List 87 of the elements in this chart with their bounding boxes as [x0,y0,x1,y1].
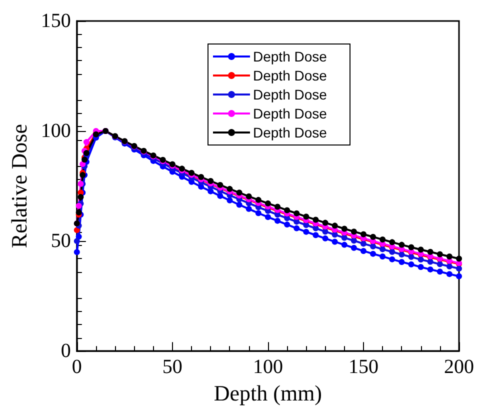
point [255,196,262,203]
point [436,261,443,268]
point [418,256,424,263]
point [312,232,319,238]
point [436,268,443,275]
point [332,238,338,245]
point [389,239,396,246]
point [389,256,396,262]
y-tick-label: 50 [50,230,71,252]
point [236,190,242,196]
legend-label: Depth Dose [253,124,328,140]
x-tick-label: 50 [162,356,182,378]
point [226,186,233,192]
point [74,238,80,244]
point [284,222,290,228]
point [341,234,348,241]
point [274,218,281,224]
point [322,220,328,226]
legend-label: Depth Dose [253,48,328,64]
point [398,258,405,265]
point [332,232,338,238]
point [341,242,348,248]
point [418,264,424,270]
point [255,210,262,216]
legend-label: Depth Dose [253,106,328,122]
point [408,254,414,260]
point [446,263,452,270]
point [389,248,396,255]
point [360,248,366,254]
x-tick-label: 150 [348,356,378,378]
point [380,236,386,243]
point [436,251,443,258]
point [350,228,357,235]
point [274,204,281,210]
point [294,210,300,216]
y-tick-label: 100 [40,120,71,142]
point [418,246,424,253]
point [303,228,310,235]
point [294,225,300,232]
point [370,250,376,257]
point [217,182,224,188]
y-tick-label: 150 [40,10,71,32]
point [78,194,84,200]
point [208,178,214,184]
y-tick-label: 0 [60,340,71,362]
point [332,222,338,229]
point [264,200,271,206]
point [408,244,414,250]
point [83,139,90,146]
y-axis-title: Relative Dose [6,124,32,248]
point [398,242,405,248]
point [246,206,252,212]
point [427,266,434,272]
point [303,214,310,220]
point [427,258,434,265]
point [226,197,233,204]
point [456,266,462,272]
point [303,222,310,228]
point [284,207,290,214]
point [246,193,252,200]
point [360,240,366,247]
point [370,234,376,240]
point [427,248,434,255]
point [360,231,366,238]
point [380,253,386,260]
point [264,214,271,220]
x-tick-label: 100 [252,356,283,378]
point [398,251,405,258]
point [312,216,319,223]
point [341,226,348,232]
legend-label: Depth Dose [253,68,328,84]
point [456,273,462,280]
point [446,253,452,260]
point [74,249,80,256]
x-tick-label: 200 [444,356,474,378]
point [350,244,357,251]
point [322,235,328,242]
point [446,271,452,278]
point [456,256,462,262]
point [350,238,357,244]
point [408,261,414,268]
point [76,209,82,216]
point [380,246,386,252]
point [236,202,242,208]
x-axis-title: Depth (mm) [214,380,322,406]
point [370,243,376,250]
legend-label: Depth Dose [253,86,328,102]
